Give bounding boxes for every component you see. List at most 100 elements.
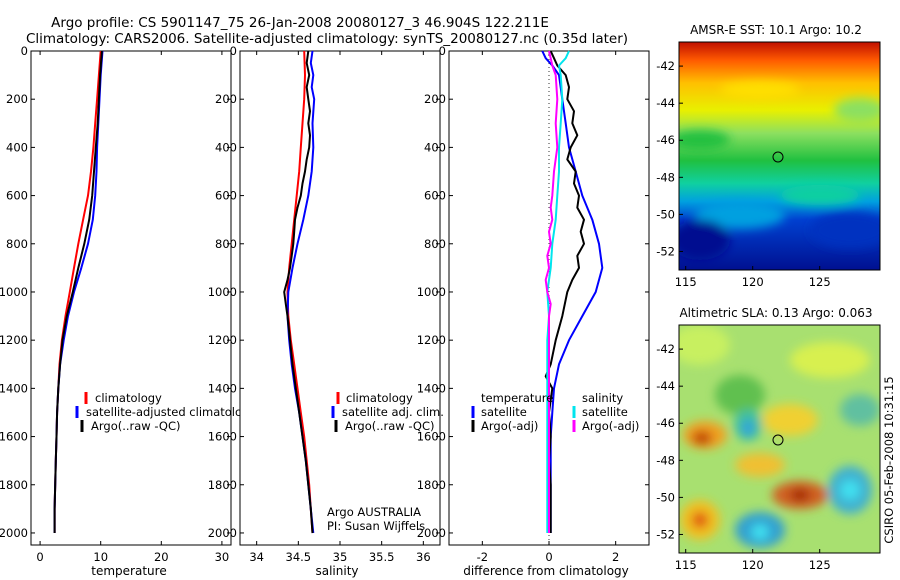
sst-ytick-label: -48 [656, 170, 675, 184]
salinity-xtick-label: 34 [249, 550, 264, 564]
salinity-axes-frame [239, 50, 441, 546]
difference-series-line-0 [541, 50, 604, 533]
difference-ytick-label: 600 [424, 189, 446, 203]
difference-legend-temperature-header: temperature [481, 391, 553, 405]
sla-xtick-label: 120 [742, 558, 764, 572]
temperature-legend-argo: Argo(..raw -QC) [91, 419, 181, 433]
temperature-profile-panel: 0 200 400 600 800 1000 1200 1400 1600 1800 2000 0 1… [0, 44, 256, 578]
temperature-legend: climatology satellite-adjusted climatolo… [75, 391, 256, 433]
difference-xtick-label: 0 [545, 550, 552, 564]
salinity-ytick-label: 1000 [208, 285, 237, 299]
temperature-ytick-label: 800 [6, 237, 28, 251]
sla-ytick-label: -52 [656, 527, 675, 541]
sla-xtick-label: 115 [675, 558, 697, 572]
temperature-xtick-label: 30 [215, 550, 230, 564]
temperature-ytick-label: 2000 [0, 526, 28, 540]
difference-ytick-label: 800 [424, 237, 446, 251]
sla-ytick-label: -50 [656, 490, 675, 504]
temperature-axes-frame [30, 50, 232, 546]
sst-map-ticks: 115 120 125 -42 -44 -46 -48 -50 -52 [656, 59, 830, 289]
salinity-series-line-2 [283, 50, 314, 534]
temperature-depth-ticks: 0 200 400 600 800 1000 1200 1400 1600 1800 2000 [0, 44, 231, 540]
difference-ytick-label: 1200 [417, 333, 446, 347]
difference-legend-salinity-argo: Argo(-adj) [582, 419, 639, 433]
difference-profile-panel: 0 200 400 600 800 1000 1200 1400 1600 1800 2000 -2… [417, 44, 650, 578]
sst-argo-marker [772, 151, 784, 163]
salinity-legend-satellite: satellite adj. clim. [342, 405, 444, 419]
difference-ytick-label: 1600 [417, 430, 446, 444]
salinity-depth-ticks: 0 200 400 600 800 1000 1200 1400 1600 1800 2000 [208, 44, 440, 540]
salinity-xtick-label: 35.5 [369, 550, 395, 564]
side-label: CSIRO 05-Feb-2008 10:31:15 [882, 376, 896, 543]
difference-x-ticks: -2 0 2 [477, 51, 619, 564]
temperature-ytick-label: 600 [6, 189, 28, 203]
salinity-xtick-label: 35 [333, 550, 348, 564]
difference-xtick-label: 2 [612, 550, 619, 564]
salinity-ytick-label: 0 [230, 44, 237, 58]
salinity-xtick-label: 36 [416, 550, 431, 564]
salinity-legend: climatology satellite adj. clim. Argo(..… [331, 391, 444, 433]
sla-map-ticks: 115 120 125 -42 -44 -46 -48 -50 -52 [656, 342, 830, 572]
sla-map-frame [678, 324, 881, 554]
sst-xtick-label: 120 [742, 275, 764, 289]
difference-xtick-label: -2 [477, 550, 488, 564]
salinity-ytick-label: 1800 [208, 478, 237, 492]
sla-map-panel: Altimetric SLA: 0.13 Argo: 0.063 [656, 306, 881, 572]
sst-ytick-label: -52 [656, 244, 675, 258]
salinity-xtick-label: 34.5 [286, 550, 312, 564]
temperature-ytick-label: 200 [6, 92, 28, 106]
sst-ytick-label: -42 [656, 59, 675, 73]
temperature-series [53, 50, 104, 533]
difference-series [541, 50, 604, 533]
sla-map-title: Altimetric SLA: 0.13 Argo: 0.063 [679, 306, 872, 320]
salinity-series [283, 50, 316, 534]
temperature-legend-satellite: satellite-adjusted climatology [86, 405, 256, 419]
sst-xtick-label: 115 [675, 275, 697, 289]
salinity-ytick-label: 200 [215, 92, 237, 106]
difference-ytick-label: 2000 [417, 526, 446, 540]
sla-xtick-label: 125 [809, 558, 831, 572]
sla-ytick-label: -46 [656, 416, 675, 430]
sst-ytick-label: -44 [656, 96, 675, 110]
temperature-ytick-label: 1600 [0, 430, 28, 444]
temperature-xtick-label: 20 [154, 550, 169, 564]
sla-argo-marker [772, 434, 784, 446]
temperature-ytick-label: 1800 [0, 478, 28, 492]
salinity-ytick-label: 600 [215, 189, 237, 203]
salinity-ytick-label: 1600 [208, 430, 237, 444]
salinity-xlabel: salinity [315, 564, 358, 578]
temperature-ytick-label: 1200 [0, 333, 28, 347]
temperature-x-ticks: 0 10 20 30 [36, 51, 229, 564]
sla-ytick-label: -48 [656, 453, 675, 467]
temperature-legend-climatology: climatology [95, 391, 162, 405]
sst-map-title: AMSR-E SST: 10.1 Argo: 10.2 [690, 23, 862, 37]
temperature-ytick-label: 1400 [0, 381, 28, 395]
difference-depth-ticks: 0 200 400 600 800 1000 1200 1400 1600 1800 2000 [417, 44, 649, 540]
difference-ytick-label: 1800 [417, 478, 446, 492]
figure-title-line1: Argo profile: CS 5901147_75 26-Jan-2008 … [51, 15, 549, 31]
temperature-ytick-label: 400 [6, 140, 28, 154]
salinity-ytick-label: 800 [215, 237, 237, 251]
sst-ytick-label: -46 [656, 133, 675, 147]
temperature-xtick-label: 10 [93, 550, 108, 564]
difference-ytick-label: 200 [424, 92, 446, 106]
sst-heatmap [679, 42, 880, 270]
temperature-ytick-label: 0 [21, 44, 28, 58]
salinity-annotation-line1: Argo AUSTRALIA [327, 505, 421, 519]
temperature-series-line-2 [53, 50, 103, 533]
difference-series-line-1 [544, 50, 585, 533]
difference-series-line-2 [546, 50, 570, 533]
difference-xlabel: difference from climatology [463, 564, 629, 578]
sla-ytick-label: -44 [656, 379, 675, 393]
salinity-ytick-label: 2000 [208, 526, 237, 540]
salinity-legend-argo: Argo(..raw -QC) [345, 419, 435, 433]
difference-legend-temperature-argo: Argo(-adj) [481, 419, 538, 433]
difference-legend-salinity-header: salinity [582, 391, 623, 405]
difference-legend-salinity-satellite: satellite [582, 405, 628, 419]
temperature-xlabel: temperature [91, 564, 166, 578]
difference-legend-temperature-satellite: satellite [481, 405, 527, 419]
difference-ytick-label: 1400 [417, 381, 446, 395]
sla-heatmap [679, 325, 880, 553]
